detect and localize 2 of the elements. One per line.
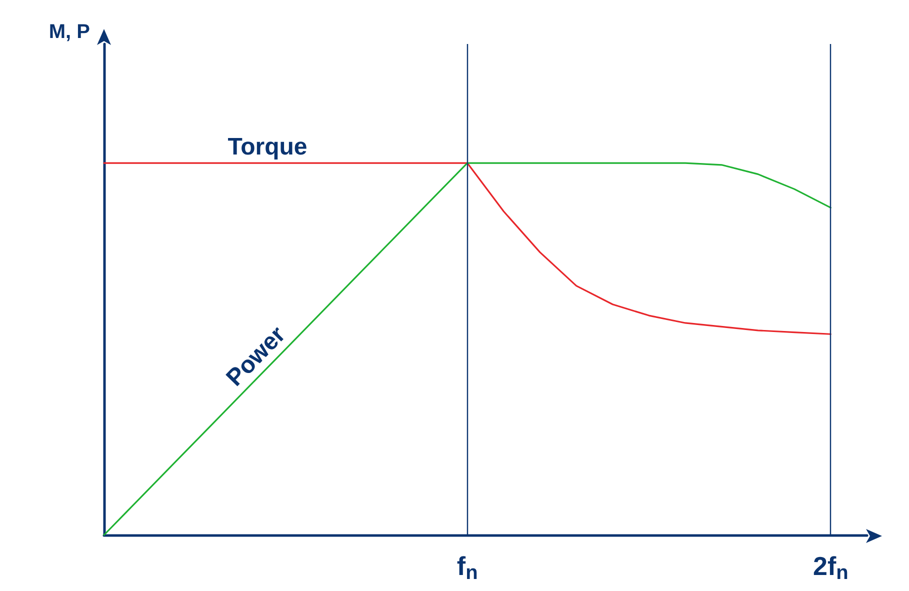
series-label: Torque <box>228 134 308 161</box>
text: M, P <box>48 21 90 43</box>
